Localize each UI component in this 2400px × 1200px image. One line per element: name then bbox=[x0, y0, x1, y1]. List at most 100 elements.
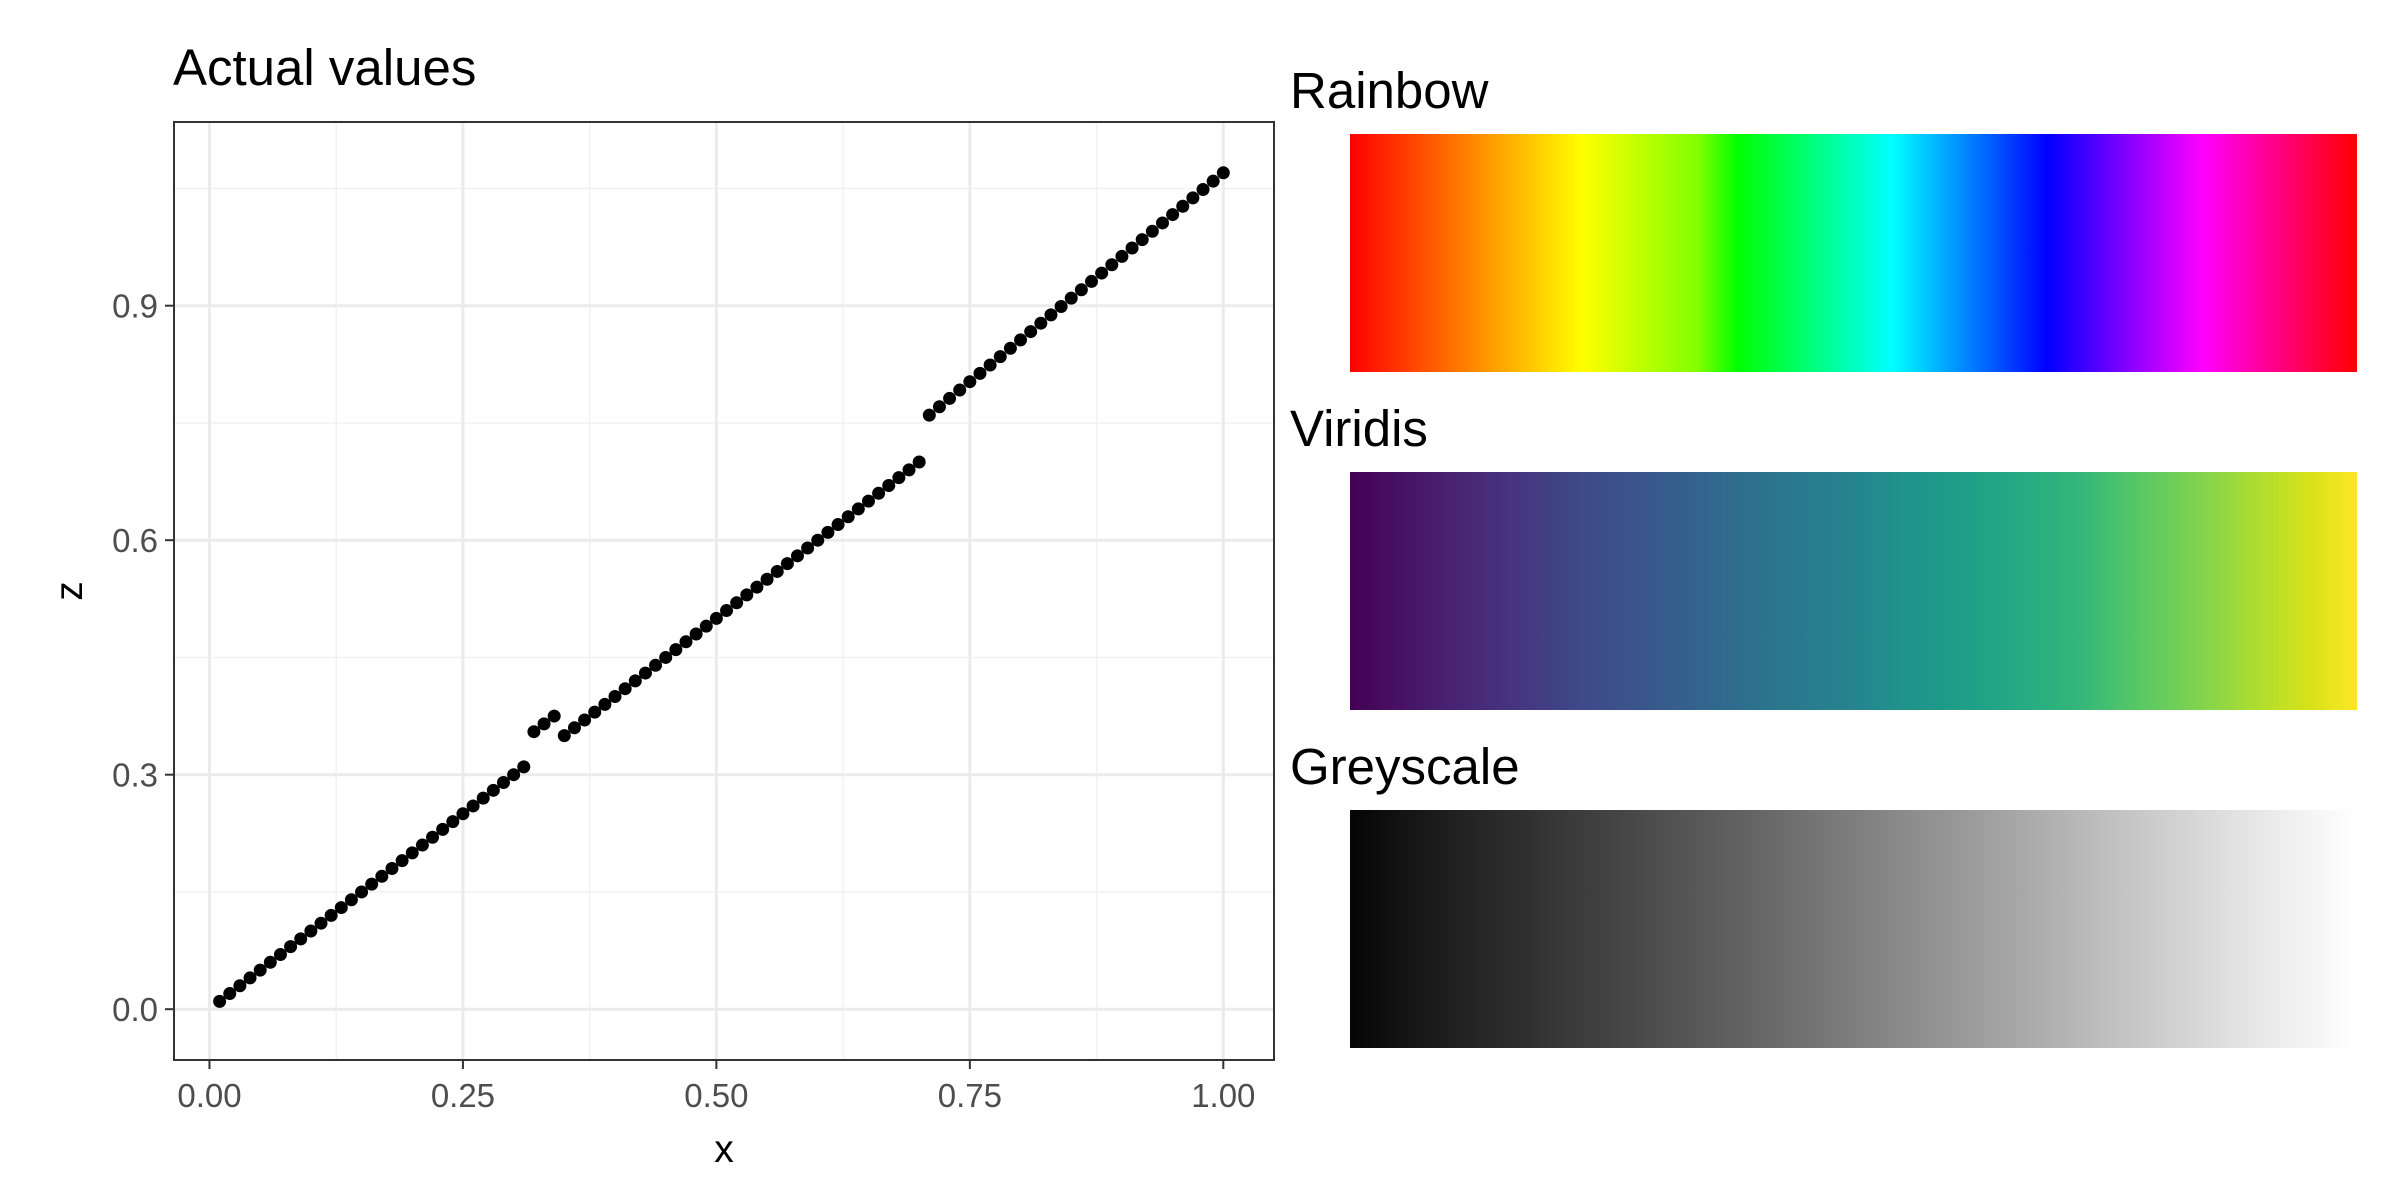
palette-bar-viridis bbox=[1350, 472, 2357, 710]
x-tick-label: 0.00 bbox=[177, 1077, 241, 1114]
data-point bbox=[436, 822, 450, 836]
data-point bbox=[740, 588, 754, 602]
data-point bbox=[1216, 166, 1230, 180]
data-point bbox=[375, 869, 389, 883]
data-point bbox=[578, 713, 592, 727]
data-point bbox=[466, 799, 480, 813]
data-point bbox=[1206, 174, 1220, 188]
data-point bbox=[628, 674, 642, 688]
data-point bbox=[679, 635, 693, 649]
data-point bbox=[517, 760, 531, 774]
data-point bbox=[243, 971, 257, 985]
data-point bbox=[385, 861, 399, 875]
scatter-chart: Actual values 0.00 0.25 0.50 0.75 1.00 0.00.… bbox=[48, 39, 1275, 1171]
data-point bbox=[1145, 224, 1159, 238]
data-point bbox=[547, 709, 561, 723]
data-point bbox=[355, 885, 369, 899]
data-point bbox=[1155, 216, 1169, 230]
data-point bbox=[912, 455, 926, 469]
data-point bbox=[841, 510, 855, 524]
data-point bbox=[426, 830, 440, 844]
data-point bbox=[365, 877, 379, 891]
x-axis-ticks: 0.00 0.25 0.50 0.75 1.00 bbox=[177, 1060, 1255, 1114]
data-point bbox=[1196, 183, 1210, 197]
data-point bbox=[861, 494, 875, 508]
data-point bbox=[1074, 283, 1088, 297]
data-point bbox=[263, 955, 277, 969]
data-point bbox=[1014, 333, 1028, 347]
data-point bbox=[557, 729, 571, 743]
data-point bbox=[395, 854, 409, 868]
scatter-title: Actual values bbox=[173, 39, 476, 96]
palette-viridis: Viridis bbox=[1290, 400, 2357, 710]
data-point bbox=[598, 697, 612, 711]
data-point bbox=[922, 408, 936, 422]
data-point bbox=[659, 650, 673, 664]
data-point bbox=[1176, 199, 1190, 213]
data-point bbox=[750, 580, 764, 594]
data-point bbox=[791, 549, 805, 563]
x-axis-label: x bbox=[714, 1128, 734, 1171]
data-point bbox=[811, 533, 825, 547]
data-point bbox=[649, 658, 663, 672]
data-point bbox=[1034, 316, 1048, 330]
data-point bbox=[770, 564, 784, 578]
data-point bbox=[831, 518, 845, 532]
data-point bbox=[314, 916, 328, 930]
data-point bbox=[507, 768, 521, 782]
x-tick-label: 0.75 bbox=[938, 1077, 1002, 1114]
data-point bbox=[943, 391, 957, 405]
data-point bbox=[882, 478, 896, 492]
data-point bbox=[689, 627, 703, 641]
data-point bbox=[304, 924, 318, 938]
y-axis-label: z bbox=[48, 581, 91, 601]
data-point bbox=[537, 717, 551, 731]
data-point bbox=[476, 791, 490, 805]
y-axis-ticks: 0.0 0.3 0.6 0.9 bbox=[112, 288, 174, 1028]
data-point bbox=[233, 979, 247, 993]
data-point bbox=[1115, 249, 1129, 263]
plot-panel-border bbox=[173, 121, 1275, 1061]
y-tick-label: 0.3 bbox=[112, 757, 158, 794]
data-point bbox=[1125, 241, 1139, 255]
data-point bbox=[567, 721, 581, 735]
data-point bbox=[720, 604, 734, 618]
data-point bbox=[1003, 341, 1017, 355]
data-point bbox=[1105, 258, 1119, 272]
data-point bbox=[760, 572, 774, 586]
data-point bbox=[223, 987, 237, 1001]
data-point bbox=[983, 358, 997, 372]
data-point bbox=[1166, 208, 1180, 222]
data-point bbox=[496, 776, 510, 790]
y-tick-label: 0.6 bbox=[112, 522, 158, 559]
data-point bbox=[892, 471, 906, 485]
data-point bbox=[932, 400, 946, 414]
scatter-points bbox=[213, 166, 1230, 1008]
data-point bbox=[284, 940, 298, 954]
data-point bbox=[821, 525, 835, 539]
palette-title-greyscale: Greyscale bbox=[1290, 738, 1520, 795]
palette-rainbow: Rainbow bbox=[1290, 62, 2357, 372]
data-point bbox=[1054, 300, 1068, 314]
data-point bbox=[1135, 233, 1149, 247]
data-point bbox=[608, 690, 622, 704]
data-point bbox=[1064, 291, 1078, 305]
data-point bbox=[1024, 325, 1038, 339]
palette-greyscale: Greyscale bbox=[1290, 738, 2357, 1048]
data-point bbox=[588, 705, 602, 719]
data-point bbox=[1044, 308, 1058, 322]
data-point bbox=[405, 846, 419, 860]
data-point bbox=[456, 807, 470, 821]
data-point bbox=[1186, 191, 1200, 205]
data-point bbox=[973, 366, 987, 380]
data-point bbox=[953, 383, 967, 397]
data-point bbox=[872, 486, 886, 500]
data-point bbox=[730, 596, 744, 610]
y-tick-label: 0.9 bbox=[112, 288, 158, 325]
data-point bbox=[699, 619, 713, 633]
data-point bbox=[801, 541, 815, 555]
palette-title-rainbow: Rainbow bbox=[1290, 62, 1489, 119]
data-point bbox=[851, 502, 865, 516]
x-tick-label: 0.50 bbox=[684, 1077, 748, 1114]
palette-panel: Rainbow Viridis Greyscale bbox=[1290, 62, 2357, 1048]
